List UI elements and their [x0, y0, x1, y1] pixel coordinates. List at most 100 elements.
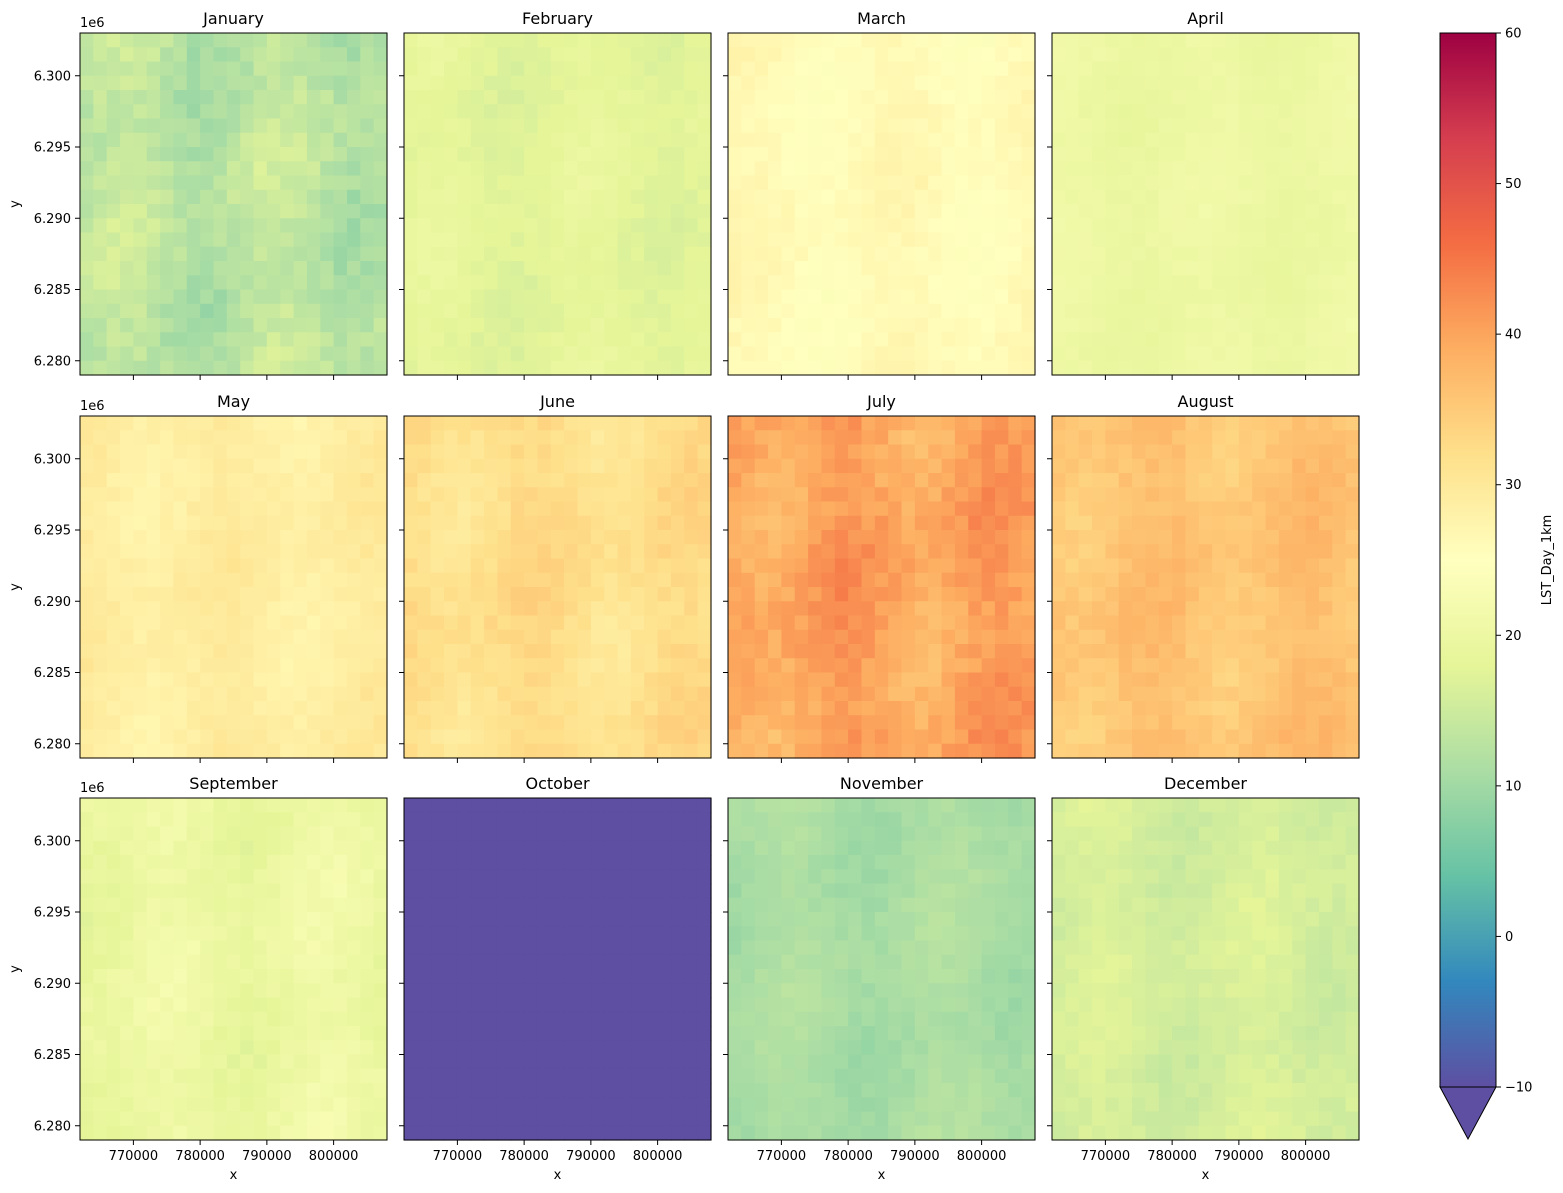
heatmap-cell: [333, 501, 348, 517]
heatmap-cell: [781, 161, 796, 177]
heatmap-cell: [457, 118, 472, 134]
heatmap-cell: [484, 701, 499, 716]
heatmap-cell: [200, 743, 215, 759]
heatmap-cell: [213, 90, 228, 105]
heatmap-cell: [213, 587, 228, 602]
heatmap-cell: [861, 75, 876, 91]
heatmap-cell: [590, 318, 605, 333]
heatmap-cell: [1238, 587, 1253, 602]
heatmap-cell: [146, 118, 161, 134]
heatmap-cell: [146, 969, 161, 984]
heatmap-cell: [1158, 686, 1173, 702]
heatmap-cell: [1065, 147, 1080, 162]
heatmap-cell: [80, 572, 94, 588]
heatmap-cell: [1198, 318, 1213, 333]
heatmap-cell: [604, 487, 619, 503]
heatmap-cell: [404, 686, 418, 702]
heatmap-cell: [320, 118, 335, 134]
heatmap-cell: [293, 954, 308, 970]
heatmap-cell: [266, 346, 281, 362]
heatmap-cell: [1225, 743, 1240, 759]
heatmap-cell: [1252, 672, 1267, 688]
heatmap-cell: [848, 246, 863, 262]
heatmap-cells: [1052, 33, 1360, 376]
heatmap-cell: [564, 658, 579, 674]
heatmap-cell: [333, 855, 348, 870]
heatmap-cell: [266, 812, 281, 828]
heatmap-cell: [497, 743, 512, 759]
heatmap-cell: [590, 161, 605, 177]
heatmap-cell: [848, 458, 863, 474]
heatmap-cell: [470, 587, 485, 602]
heatmap-cell: [373, 715, 388, 731]
heatmap-cell: [577, 644, 592, 659]
heatmap-cell: [1252, 275, 1267, 291]
heatmap-cell: [670, 147, 685, 162]
heatmap-cell: [213, 33, 228, 48]
heatmap-cell: [657, 658, 672, 674]
heatmap-cell: [1345, 47, 1360, 63]
heatmap-cell: [1185, 729, 1200, 745]
heatmap-cell: [360, 487, 375, 503]
heatmap-cell: [861, 175, 876, 191]
heatmap-cell: [1198, 275, 1213, 291]
heatmap-cell: [670, 161, 685, 177]
heatmap-cell: [834, 658, 849, 674]
heatmap-cell: [510, 430, 525, 446]
heatmap-cell: [1278, 47, 1293, 63]
heatmap-cell: [186, 360, 201, 376]
heatmap-cell: [404, 275, 418, 291]
heatmap-cell: [644, 346, 659, 362]
heatmap-cell: [684, 587, 699, 602]
heatmap-cell: [954, 346, 969, 362]
heatmap-cell: [768, 246, 782, 262]
heatmap-cell: [173, 458, 188, 474]
heatmap-cell: [657, 261, 672, 276]
heatmap-cell: [954, 147, 969, 162]
heatmap-cell: [226, 855, 241, 870]
heatmap-cell: [888, 147, 903, 162]
heatmap-cell: [280, 346, 295, 362]
heatmap-cell: [106, 729, 121, 745]
heatmap-cell: [577, 360, 592, 376]
heatmap-cell: [1252, 289, 1267, 305]
heatmap-cell: [1185, 232, 1200, 248]
heatmap-cell: [1172, 161, 1187, 177]
heatmap-cell: [1292, 515, 1307, 531]
heatmap-cell: [874, 132, 889, 148]
heatmap-cell: [928, 132, 943, 148]
heatmap-cell: [644, 90, 659, 105]
heatmap-cell: [577, 161, 592, 177]
heatmap-cell: [848, 75, 863, 91]
y-tick-label: 6.300: [34, 452, 71, 467]
heatmap-cell: [346, 346, 361, 362]
heatmap-cell: [1021, 189, 1036, 205]
heatmap-cell: [253, 204, 268, 219]
heatmap-cell: [968, 275, 983, 291]
heatmap-cell: [564, 544, 579, 560]
heatmap-cell: [173, 61, 188, 77]
heatmap-cell: [240, 558, 255, 574]
heatmap-cell: [524, 487, 539, 503]
heatmap-cell: [834, 261, 849, 276]
heatmap-cell: [346, 90, 361, 105]
heatmap-cell: [80, 897, 94, 913]
heatmap-cell: [524, 615, 539, 631]
panel-title: January: [202, 9, 264, 28]
heatmap-cell: [253, 840, 268, 856]
heatmap-cell: [1145, 615, 1160, 631]
heatmap-cell: [266, 33, 281, 48]
heatmap-cell: [537, 218, 552, 234]
heatmap-cell: [373, 869, 388, 885]
heatmap-cell: [914, 644, 929, 659]
heatmap-cell: [186, 840, 201, 856]
heatmap-cell: [768, 232, 782, 248]
heatmap-cell: [240, 360, 255, 376]
heatmap-cell: [404, 615, 418, 631]
heatmap-cell: [741, 644, 756, 659]
heatmap-cell: [106, 47, 121, 63]
heatmap-cell: [874, 544, 889, 560]
heatmap-cell: [430, 275, 445, 291]
heatmap-cell: [360, 572, 375, 588]
heatmap-cell: [644, 33, 659, 48]
